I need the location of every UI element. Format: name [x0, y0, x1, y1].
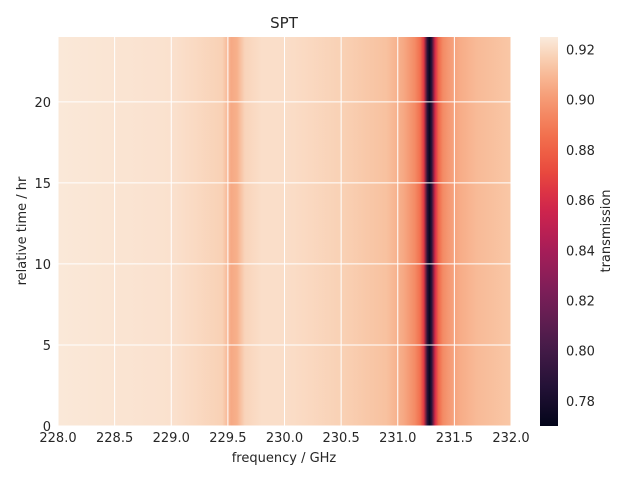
x-tick-label: 230.0 [266, 431, 303, 446]
y-tick-label: 20 [34, 96, 51, 111]
y-tick-label: 0 [43, 420, 51, 435]
x-tick-label: 230.5 [323, 431, 360, 446]
colorbar-scale [540, 37, 558, 426]
grid-lines [57, 37, 512, 427]
y-axis-label: relative time / hr [15, 176, 30, 285]
y-tick-label: 10 [34, 258, 51, 273]
colorbar-tick-label: 0.80 [566, 345, 595, 360]
y-tick-label: 15 [34, 177, 51, 192]
y-tick-label: 5 [43, 339, 51, 354]
x-tick-label: 231.5 [436, 431, 473, 446]
x-tick-label: 228.0 [39, 431, 76, 446]
colorbar-tick-label: 0.92 [566, 44, 595, 59]
x-tick-label: 232.0 [492, 431, 529, 446]
x-tick-label: 231.0 [379, 431, 416, 446]
x-tick-label: 229.0 [153, 431, 190, 446]
colorbar: 0.78 0.80 0.82 0.84 0.86 0.88 0.90 0.92 [540, 37, 595, 426]
x-tick-label: 229.5 [209, 431, 246, 446]
x-axis-label: frequency / GHz [232, 451, 337, 466]
colorbar-tick-label: 0.78 [566, 395, 595, 410]
colorbar-label: transmission [599, 189, 614, 272]
x-tick-label: 228.5 [96, 431, 133, 446]
colorbar-tick-label: 0.84 [566, 244, 595, 259]
chart-title: SPT [270, 14, 299, 32]
colorbar-tick-label: 0.86 [566, 194, 595, 209]
colorbar-tick-label: 0.82 [566, 295, 595, 310]
colorbar-tick-label: 0.88 [566, 144, 595, 159]
colorbar-tick-label: 0.90 [566, 94, 595, 109]
x-axis-ticks: 228.0 228.5 229.0 229.5 230.0 230.5 231.0 231.5… [39, 431, 529, 446]
y-axis-ticks: 0 5 10 15 20 [34, 96, 51, 435]
